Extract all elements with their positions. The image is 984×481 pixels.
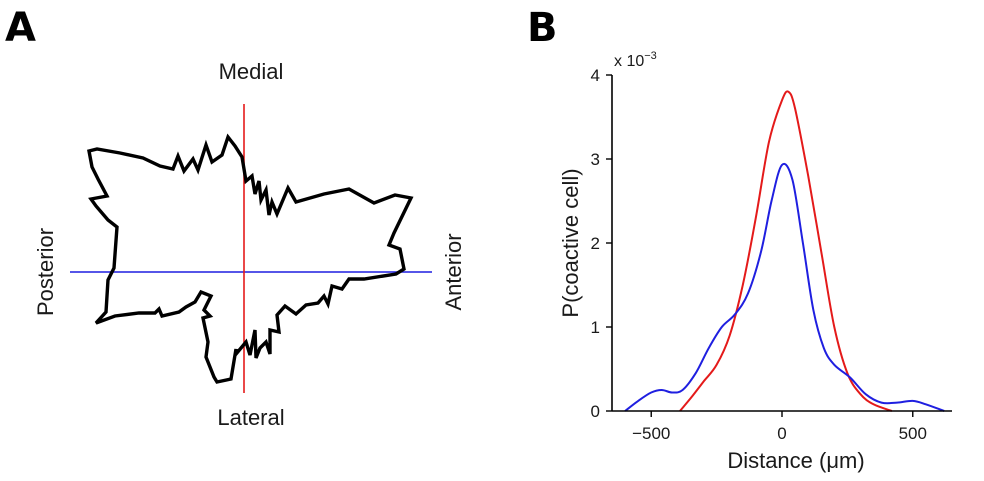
x-tick-label: 500 <box>899 424 927 443</box>
y-axis-label: P(coactive cell) <box>558 168 583 317</box>
label-posterior: Posterior <box>33 228 58 316</box>
y-multiplier-exponent: −3 <box>644 50 657 62</box>
activity-shape-outline <box>87 133 414 384</box>
x-tick-label: −500 <box>632 424 670 443</box>
series-line-1 <box>679 90 893 412</box>
series-line-2 <box>624 162 945 412</box>
x-tick-label: 0 <box>777 424 786 443</box>
y-tick-label: 3 <box>591 150 600 169</box>
y-tick-label: 2 <box>591 234 600 253</box>
y-multiplier-label: x 10−3 <box>614 50 657 70</box>
y-tick-label: 0 <box>591 402 600 421</box>
panel-a: Medial Lateral Posterior Anterior <box>33 59 466 430</box>
y-tick-label: 1 <box>591 318 600 337</box>
ticks-layer: −500 0 500 0 1 2 3 4 <box>591 66 927 443</box>
panel-b: −500 0 500 0 1 2 3 4 x 10−3 Distance (μm) P(coa… <box>558 50 952 473</box>
label-medial: Medial <box>219 59 284 84</box>
label-anterior: Anterior <box>441 233 466 310</box>
x-axis-label: Distance (μm) <box>727 448 864 473</box>
y-tick-label: 4 <box>591 66 600 85</box>
panel-b-letter: B <box>527 5 558 51</box>
series-layer <box>624 90 945 412</box>
panel-a-letter: A <box>5 5 36 51</box>
label-lateral: Lateral <box>217 405 284 430</box>
